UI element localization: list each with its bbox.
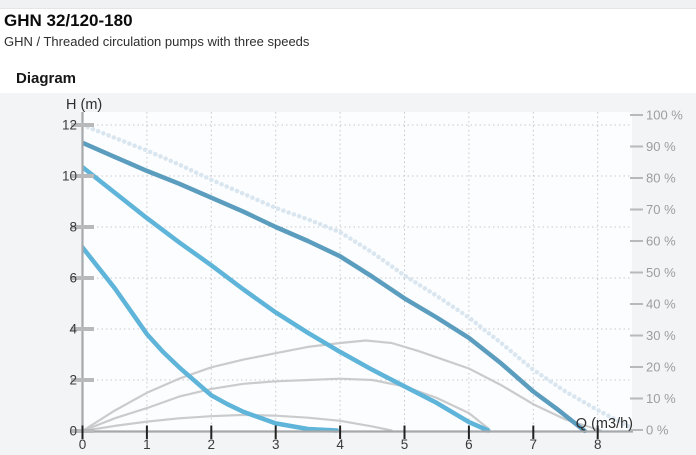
x-axis-tick-label: 2 (208, 437, 216, 452)
x-axis-tick-label: 6 (465, 437, 473, 452)
y-axis-tick (71, 174, 94, 178)
pump-curve-speed-3 (82, 140, 588, 433)
percent-axis-tick (630, 397, 643, 400)
percent-axis-tick (630, 429, 643, 431)
x-axis-tick-label: 0 (79, 437, 87, 452)
percent-axis-tick (630, 114, 643, 116)
y-axis-title: H (m) (66, 97, 102, 113)
percent-axis-tick-label: 30 % (646, 328, 676, 343)
y-axis-tick-label: 0 (69, 424, 77, 439)
pump-diagram-chart: 0 2 4 6 8 10 12 0 1 2 3 4 5 6 7 8 100 % 90 % 80 % 70 % 60 % 5… (0, 93, 696, 455)
percent-axis-tick-label: 10 % (646, 391, 676, 406)
percent-axis-tick (630, 303, 643, 305)
y-axis-tick (71, 378, 94, 382)
percent-axis-tick (630, 271, 643, 274)
percent-axis-tick (630, 145, 643, 148)
efficiency-curve-speed-1 (82, 413, 393, 433)
pump-curve-speed-2 (82, 164, 491, 433)
x-axis-title: Q (m3/h) (576, 416, 633, 432)
efficiency-curve-speed-3 (82, 339, 602, 433)
percent-axis-tick (630, 208, 643, 211)
percent-axis-tick-label: 60 % (646, 234, 676, 249)
y-axis-tick-label: 12 (62, 118, 77, 133)
pump-curve-speed-1 (82, 245, 340, 433)
percent-axis-tick (630, 366, 643, 368)
max-head-limit-curve (82, 122, 633, 430)
percent-axis-tick (630, 177, 643, 179)
x-axis-tick-label: 7 (530, 437, 538, 452)
percent-axis-tick-label: 70 % (646, 202, 676, 217)
efficiency-curve-speed-2 (82, 377, 490, 433)
x-axis-tick-label: 5 (401, 437, 409, 452)
y-axis-tick (71, 123, 94, 127)
page-title: GHN 32/120-180 (4, 11, 133, 30)
y-axis-tick-label: 8 (69, 220, 77, 235)
y-axis-tick-label: 6 (69, 271, 77, 286)
x-axis-tick-label: 1 (143, 437, 151, 452)
y-axis-tick (71, 225, 94, 229)
page-subtitle: GHN / Threaded circulation pumps with th… (4, 34, 310, 49)
percent-axis-tick-label: 90 % (646, 139, 676, 154)
y-axis-tick (71, 327, 94, 331)
y-axis-tick (71, 276, 94, 280)
y-axis-tick-label: 4 (69, 322, 77, 337)
x-axis-tick-label: 3 (272, 437, 280, 452)
percent-axis-tick (630, 334, 643, 337)
percent-axis-tick-label: 80 % (646, 171, 676, 186)
percent-axis-tick-label: 100 % (646, 108, 683, 123)
x-axis-tick-label: 4 (336, 437, 344, 452)
section-heading: Diagram (16, 70, 77, 87)
percent-axis-tick-label: 40 % (646, 297, 676, 312)
percent-axis-tick-label: 0 % (646, 423, 669, 438)
plot-area (82, 112, 632, 431)
percent-axis-tick (630, 240, 643, 242)
percent-axis-tick-label: 50 % (646, 265, 676, 280)
y-axis-tick-label: 10 (62, 169, 77, 184)
percent-axis-tick-label: 20 % (646, 360, 676, 375)
x-axis-tick-label: 8 (594, 437, 602, 452)
y-axis-tick-label: 2 (69, 373, 77, 388)
page-header: GHN 32/120-180 GHN / Threaded circulatio… (4, 10, 309, 50)
top-band (0, 0, 696, 9)
